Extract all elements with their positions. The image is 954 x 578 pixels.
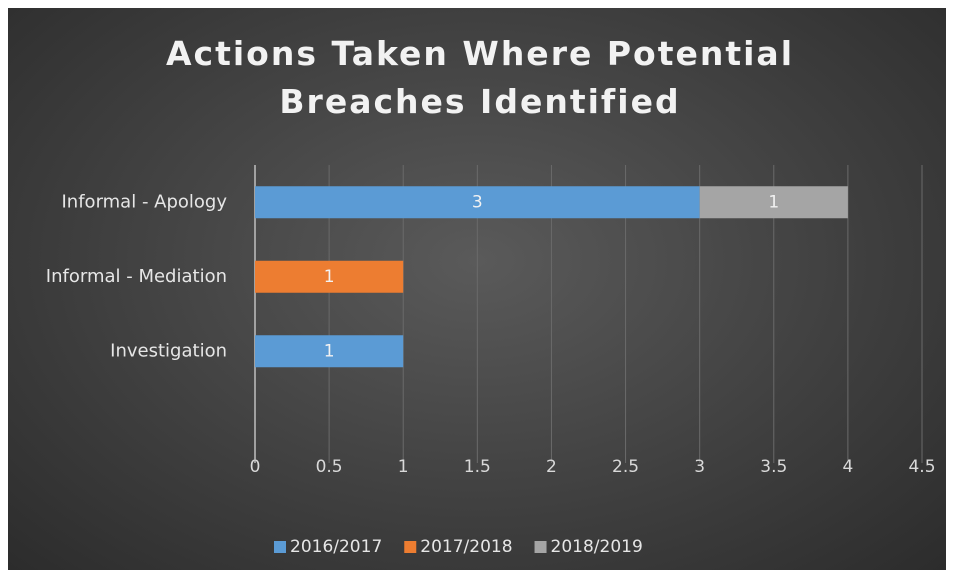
legend-label: 2018/2019 [551, 537, 643, 557]
legend-swatch [274, 541, 286, 553]
data-label: 1 [768, 192, 779, 212]
y-tick-label: Informal - Mediation [46, 266, 227, 287]
x-tick-label: 2 [546, 457, 557, 477]
legend-swatch [404, 541, 417, 553]
x-tick-label: 0 [250, 457, 261, 477]
legend-label: 2016/2017 [290, 537, 382, 557]
legend-swatch [534, 541, 547, 553]
legend-label: 2017/2018 [420, 537, 512, 557]
data-label: 3 [472, 192, 483, 212]
bar [255, 260, 404, 293]
x-tick-label: 3 [694, 457, 705, 477]
x-tick-label: 3.5 [760, 457, 787, 477]
data-label: 1 [324, 267, 335, 287]
x-tick-label: 1.5 [464, 457, 491, 477]
bar [699, 186, 848, 219]
bar [255, 186, 700, 219]
x-tick-label: 0.5 [316, 457, 343, 477]
data-label: 1 [324, 341, 335, 361]
chart-title: Actions Taken Where Potential Breaches I… [165, 34, 795, 121]
x-tick-label: 4.5 [908, 457, 935, 477]
bar [255, 335, 404, 368]
y-tick-label: Informal - Apology [62, 191, 228, 212]
x-tick-label: 2.5 [612, 457, 639, 477]
x-tick-label: 4 [842, 457, 853, 477]
x-tick-label: 1 [398, 457, 409, 477]
y-tick-label: Investigation [110, 340, 227, 361]
